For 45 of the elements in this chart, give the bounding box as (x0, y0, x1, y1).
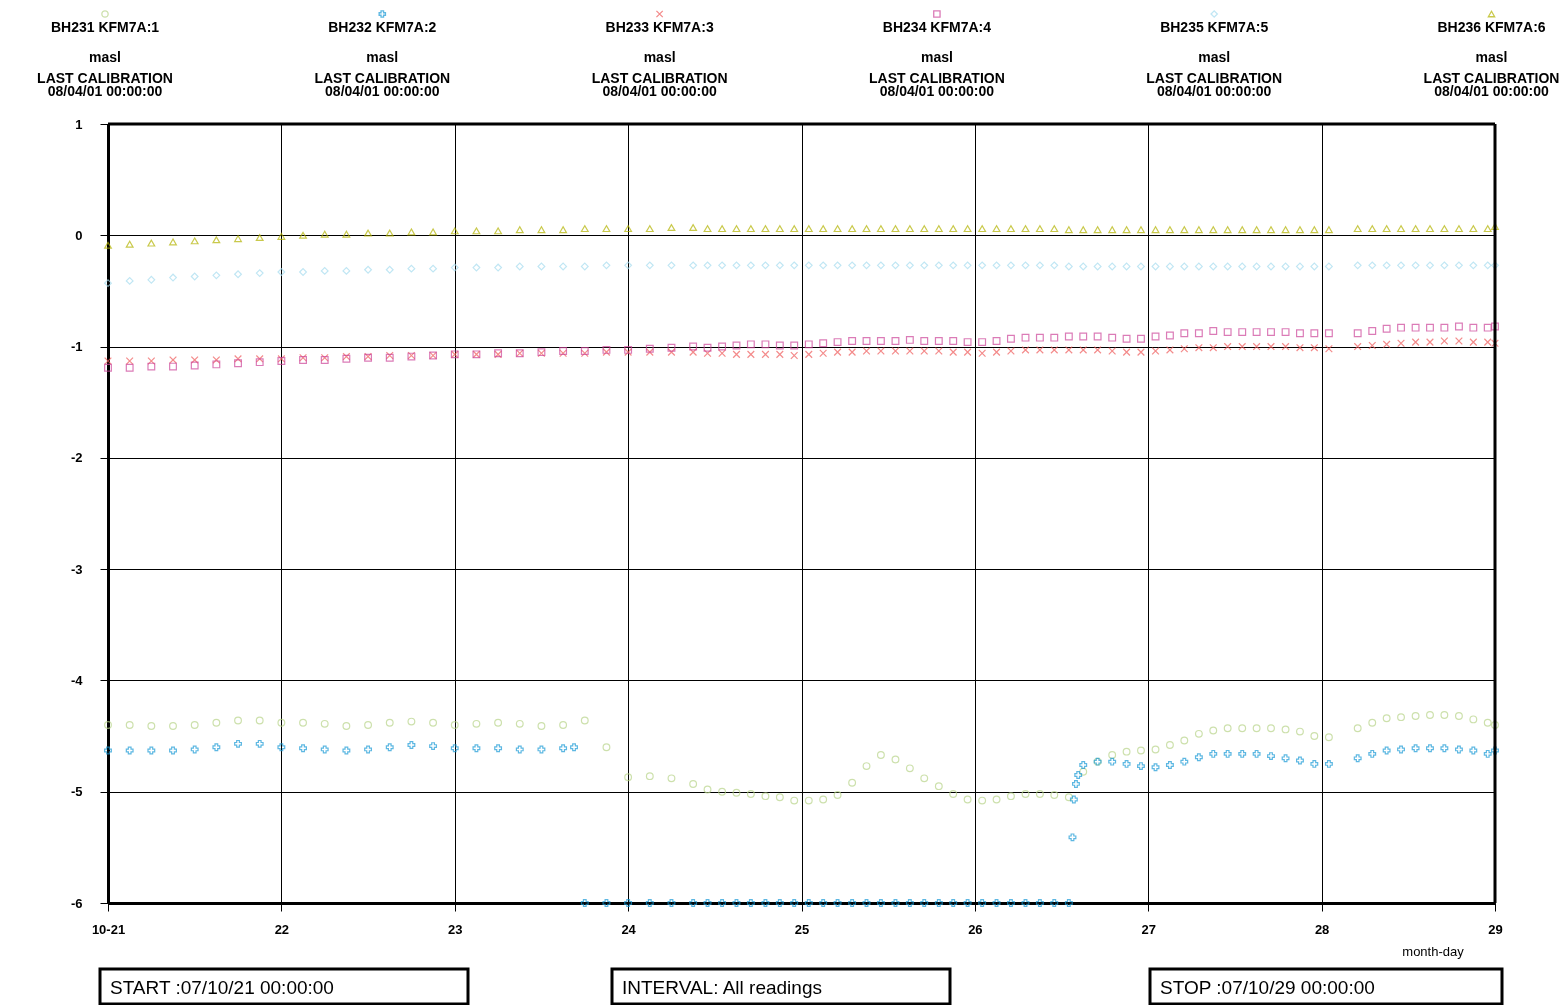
y-tick-label: 1 (75, 116, 83, 132)
text: masl (1475, 49, 1508, 65)
y-tick-label: 0 (75, 227, 83, 243)
text: masl (366, 49, 399, 65)
text: START :07/10/21 00:00:00 (110, 977, 334, 998)
x-tick-label: 10-21 (91, 921, 126, 937)
x-tick-label: 22 (274, 921, 290, 937)
y-tick-label: -5 (70, 784, 83, 800)
legend-label: BH232 KFM7A:2 (328, 19, 437, 35)
text: 08/04/01 00:00:00 (325, 83, 440, 99)
x-tick-label: 25 (794, 921, 810, 937)
x-tick-label: 23 (448, 921, 463, 937)
legend-label: BH233 KFM7A:3 (605, 19, 714, 35)
legend-label: BH235 KFM7A:5 (1160, 19, 1269, 35)
text: 08/04/01 00:00:00 (602, 83, 718, 99)
text: LAST CALIBRATION (1146, 70, 1283, 86)
text: LAST CALIBRATION (591, 70, 728, 86)
text: masl (1198, 49, 1231, 65)
text: 08/04/01 00:00:00 (1434, 83, 1549, 99)
legend-label: BH236 KFM7A:6 (1437, 19, 1546, 35)
text: LAST CALIBRATION (314, 70, 451, 86)
text: 08/04/01 00:00:00 (47, 83, 163, 99)
text: 08/04/01 00:00:00 (879, 83, 995, 99)
text: masl (643, 49, 676, 65)
y-tick-label: -2 (70, 450, 83, 466)
x-tick-label: 26 (968, 921, 983, 937)
text: masl (920, 49, 953, 65)
text: LAST CALIBRATION (1423, 70, 1560, 86)
y-tick-label: -3 (70, 561, 83, 577)
text: INTERVAL: All readings (622, 977, 822, 998)
text: 08/04/01 00:00:00 (1156, 83, 1272, 99)
legend-label: BH231 KFM7A:1 (50, 19, 160, 35)
x-axis-title: month-day (1402, 944, 1465, 959)
x-tick-label: 27 (1141, 921, 1156, 937)
text: LAST CALIBRATION (37, 70, 173, 86)
legend-label: BH234 KFM7A:4 (882, 19, 992, 35)
text: LAST CALIBRATION (868, 70, 1005, 86)
y-tick-label: -1 (70, 339, 83, 355)
x-tick-label: 29 (1488, 921, 1503, 937)
x-tick-label: 24 (621, 921, 637, 937)
y-tick-label: -4 (70, 672, 84, 688)
text: masl (89, 49, 121, 65)
x-tick-label: 28 (1314, 921, 1330, 937)
text: STOP :07/10/29 00:00:00 (1160, 977, 1375, 998)
y-tick-label: -6 (70, 895, 83, 911)
